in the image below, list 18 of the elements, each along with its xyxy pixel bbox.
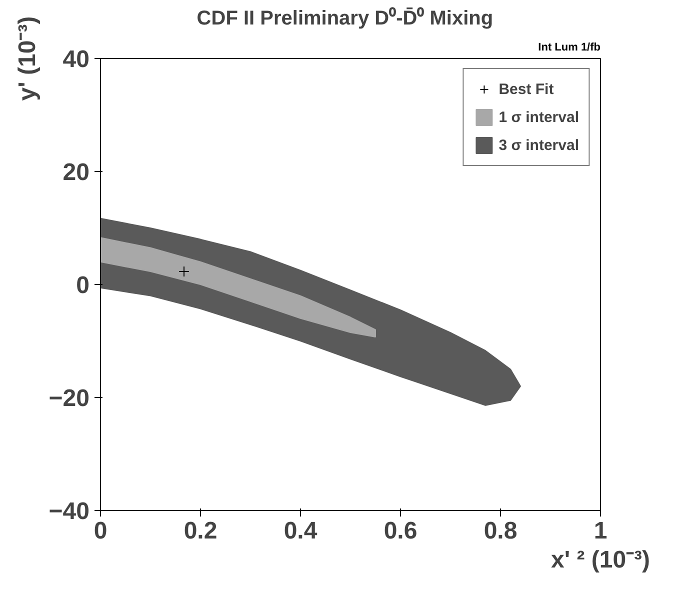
y-tick-label: 0 [76, 272, 90, 299]
y-tick-label: 20 [62, 159, 90, 186]
y-tick-label: 40 [62, 46, 90, 73]
x-tick-label: 1 [594, 518, 608, 544]
x-tick-label: 0.4 [284, 518, 318, 544]
text: Int Lum 1/fb [538, 42, 601, 54]
x-tick-label: 0.2 [184, 518, 218, 544]
y-axis-title: y' (10⁻³) [14, 16, 41, 101]
legend-label: Best Fit [498, 80, 554, 98]
x-tick-label: 0.6 [384, 518, 418, 544]
x-axis-title: x' ² (10⁻³) [550, 546, 650, 574]
x-tick-label: 0.8 [484, 518, 518, 544]
y-tick-label: −40 [48, 498, 90, 525]
chart-title: CDF II Preliminary D⁰-D̄⁰ Mixing [196, 6, 494, 30]
x-tick-label: 0 [94, 518, 108, 544]
legend-label: 1 σ interval [498, 108, 579, 126]
legend-label: 3 σ interval [498, 136, 579, 154]
y-tick-label: −20 [48, 385, 90, 412]
